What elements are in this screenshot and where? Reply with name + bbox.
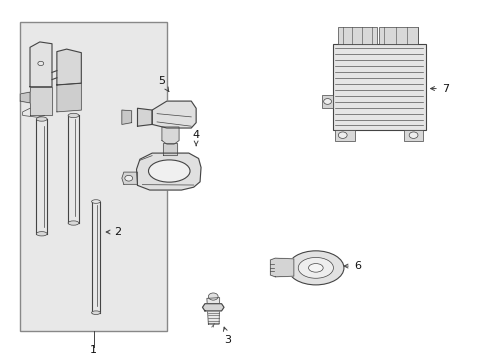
Text: 7: 7 bbox=[431, 84, 449, 94]
Polygon shape bbox=[122, 172, 138, 184]
Polygon shape bbox=[137, 153, 201, 190]
Ellipse shape bbox=[36, 231, 47, 236]
Ellipse shape bbox=[92, 311, 100, 315]
Polygon shape bbox=[30, 42, 52, 87]
Circle shape bbox=[208, 293, 218, 300]
Circle shape bbox=[125, 175, 133, 181]
Bar bbox=[379, 27, 418, 44]
Polygon shape bbox=[138, 108, 152, 126]
Text: 2: 2 bbox=[106, 227, 122, 237]
Bar bbox=[20, 22, 167, 330]
Bar bbox=[333, 44, 426, 130]
Polygon shape bbox=[152, 101, 196, 128]
Polygon shape bbox=[163, 143, 176, 155]
Polygon shape bbox=[57, 83, 81, 112]
Polygon shape bbox=[202, 304, 224, 311]
Ellipse shape bbox=[68, 221, 79, 225]
Bar bbox=[322, 95, 333, 108]
Polygon shape bbox=[162, 127, 179, 144]
Ellipse shape bbox=[68, 113, 79, 118]
Circle shape bbox=[338, 132, 347, 138]
Circle shape bbox=[324, 99, 331, 104]
Text: 6: 6 bbox=[344, 261, 361, 271]
Ellipse shape bbox=[92, 200, 100, 203]
Polygon shape bbox=[122, 110, 132, 125]
Bar bbox=[338, 27, 377, 44]
Text: 4: 4 bbox=[193, 130, 200, 146]
Polygon shape bbox=[30, 87, 52, 116]
Bar bbox=[404, 130, 423, 140]
Ellipse shape bbox=[309, 264, 323, 272]
Polygon shape bbox=[207, 298, 220, 324]
Ellipse shape bbox=[36, 117, 47, 121]
Polygon shape bbox=[57, 49, 81, 85]
Text: 5: 5 bbox=[158, 76, 169, 91]
Polygon shape bbox=[20, 92, 30, 103]
Text: 3: 3 bbox=[223, 327, 231, 345]
Ellipse shape bbox=[148, 160, 190, 182]
Text: 1: 1 bbox=[90, 345, 97, 355]
Circle shape bbox=[38, 61, 44, 66]
Circle shape bbox=[409, 132, 418, 138]
Ellipse shape bbox=[288, 251, 344, 285]
Polygon shape bbox=[270, 258, 294, 277]
Ellipse shape bbox=[298, 257, 333, 278]
Bar bbox=[335, 130, 355, 140]
